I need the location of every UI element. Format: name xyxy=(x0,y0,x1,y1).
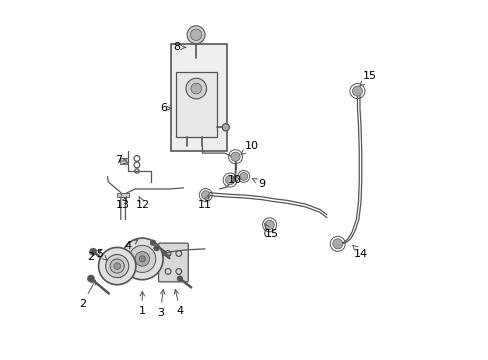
Circle shape xyxy=(222,124,229,131)
Circle shape xyxy=(264,220,274,229)
Circle shape xyxy=(352,86,362,96)
Bar xyxy=(121,193,129,197)
Bar xyxy=(175,72,217,137)
Text: 15: 15 xyxy=(359,71,376,86)
Text: 7: 7 xyxy=(115,155,128,165)
Circle shape xyxy=(121,238,163,280)
Circle shape xyxy=(187,26,204,44)
Bar xyxy=(120,158,128,164)
Text: 10: 10 xyxy=(241,141,258,154)
Circle shape xyxy=(153,245,159,251)
Text: 4: 4 xyxy=(124,240,138,251)
Circle shape xyxy=(185,78,206,99)
Text: 13: 13 xyxy=(115,197,129,210)
Circle shape xyxy=(177,276,183,282)
Text: 5: 5 xyxy=(96,248,107,261)
Text: GM: GM xyxy=(120,158,128,163)
Text: 14: 14 xyxy=(352,245,367,258)
Text: 9: 9 xyxy=(252,179,264,189)
Text: 12: 12 xyxy=(136,197,150,210)
Text: 10: 10 xyxy=(227,175,241,185)
FancyBboxPatch shape xyxy=(158,243,188,282)
Circle shape xyxy=(139,256,145,262)
Circle shape xyxy=(110,259,124,273)
Circle shape xyxy=(99,247,136,285)
Bar xyxy=(171,44,226,151)
Circle shape xyxy=(105,255,128,278)
Circle shape xyxy=(190,83,201,94)
Text: 1: 1 xyxy=(139,292,145,316)
Text: 15: 15 xyxy=(264,224,278,239)
Circle shape xyxy=(332,239,342,249)
Circle shape xyxy=(201,191,210,199)
Text: 2: 2 xyxy=(79,280,95,309)
Text: 11: 11 xyxy=(198,195,212,210)
Circle shape xyxy=(128,246,156,273)
Text: 8: 8 xyxy=(172,42,185,52)
Text: 3: 3 xyxy=(157,290,164,318)
Circle shape xyxy=(230,152,240,161)
Circle shape xyxy=(114,263,121,269)
Circle shape xyxy=(89,248,97,255)
Text: 4: 4 xyxy=(174,289,183,316)
Circle shape xyxy=(225,175,234,185)
Circle shape xyxy=(190,29,202,41)
Circle shape xyxy=(150,240,156,246)
Circle shape xyxy=(135,252,149,266)
Bar xyxy=(117,193,124,197)
Text: 6: 6 xyxy=(160,103,171,113)
Circle shape xyxy=(239,172,247,180)
Text: 2: 2 xyxy=(87,250,101,262)
Circle shape xyxy=(87,275,94,282)
